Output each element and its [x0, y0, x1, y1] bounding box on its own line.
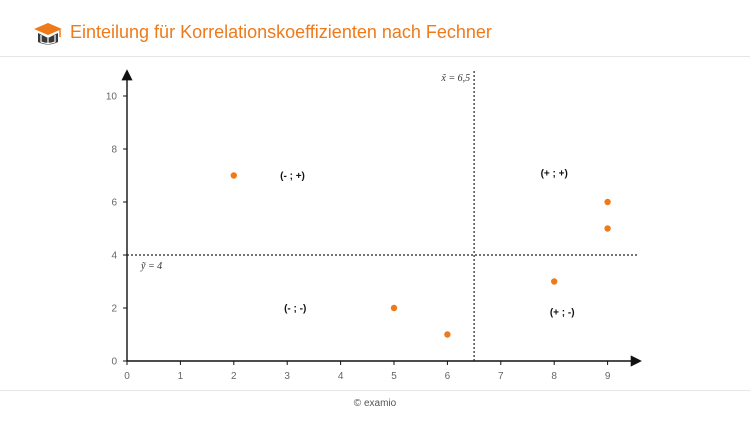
- quadrant-labels: (- ; +) (+ ; +) (- ; -) (+ ; -): [280, 168, 574, 318]
- footer-divider: [0, 390, 750, 391]
- data-point: [390, 304, 398, 312]
- reference-lines: x̃ = 6,5 ỹ = 4: [127, 70, 637, 361]
- page-title: Einteilung für Korrelationskoeffizienten…: [70, 22, 492, 42]
- data-points: [230, 172, 611, 338]
- x-tick-label: 4: [338, 371, 344, 382]
- x-tick-label: 2: [231, 371, 237, 382]
- x-tick-label: 5: [391, 371, 397, 382]
- page-header: Einteilung für Korrelationskoeffizienten…: [0, 0, 750, 57]
- data-point: [230, 172, 237, 179]
- footer-copyright: © examio: [353, 398, 397, 409]
- x-tick-label: 9: [605, 371, 611, 382]
- x-tick-label: 1: [178, 371, 184, 382]
- graduation-cap-book-icon: [34, 23, 62, 45]
- data-point: [444, 331, 451, 338]
- tick-labels: 0 1 2 3 4 5 6 7 8 9 0 2 4 6 8 10: [106, 92, 611, 383]
- x-tick-label: 8: [551, 371, 557, 382]
- data-point: [551, 278, 558, 285]
- x-tick-label: 0: [124, 371, 130, 382]
- quadrant-label: (+ ; -): [550, 307, 575, 318]
- y-tick-label: 0: [111, 357, 117, 368]
- axes: [121, 69, 642, 367]
- y-tick-label: 10: [106, 92, 118, 103]
- data-point: [604, 225, 611, 232]
- y-mean-label: ỹ = 4: [140, 261, 162, 272]
- y-tick-label: 4: [111, 251, 117, 262]
- quadrant-label: (- ; +): [280, 171, 305, 182]
- quadrant-label: (- ; -): [284, 304, 306, 315]
- y-tick-label: 8: [111, 145, 117, 156]
- quadrant-label: (+ ; +): [541, 168, 568, 179]
- x-tick-label: 7: [498, 371, 504, 382]
- data-point: [604, 198, 611, 206]
- x-tick-label: 3: [284, 371, 290, 382]
- y-tick-label: 6: [111, 198, 117, 209]
- x-mean-label: x̃ = 6,5: [440, 73, 470, 84]
- x-tick-label: 6: [445, 371, 451, 382]
- y-tick-label: 2: [111, 304, 117, 315]
